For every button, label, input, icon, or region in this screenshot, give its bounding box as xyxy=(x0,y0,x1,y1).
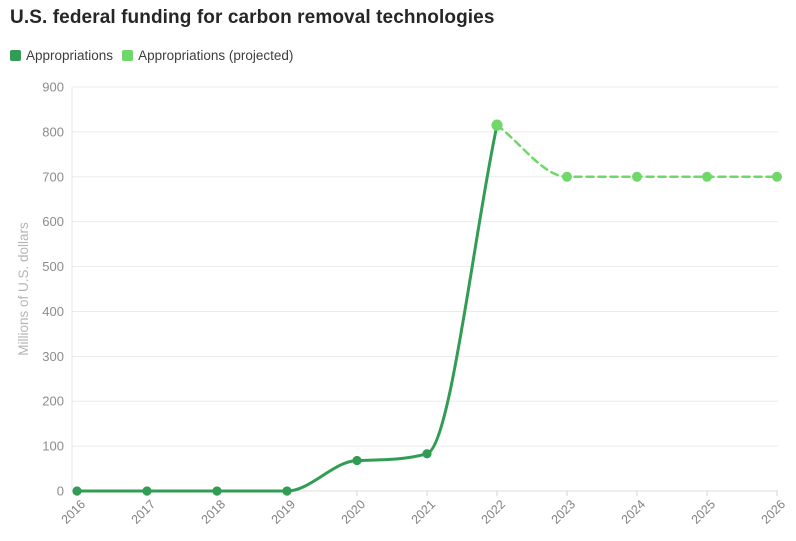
x-tick-label: 2016 xyxy=(59,497,89,527)
legend-color-chip xyxy=(10,50,21,61)
data-point[interactable] xyxy=(422,449,432,459)
chart-title: U.S. federal funding for carbon removal … xyxy=(10,7,495,28)
series-line-appropriations xyxy=(75,123,499,493)
x-tick-label: 2021 xyxy=(409,497,439,527)
x-tick-label: 2019 xyxy=(269,497,299,527)
legend-label: Appropriations xyxy=(26,48,114,63)
y-tick-label: 900 xyxy=(42,80,64,95)
data-point[interactable] xyxy=(702,171,712,182)
x-tick-label: 2023 xyxy=(549,497,579,527)
y-axis-title: Millions of U.S. dollars xyxy=(16,222,31,356)
chart-legend: Appropriations Appropriations (projected) xyxy=(10,48,302,63)
y-tick-label: 700 xyxy=(42,169,64,184)
legend-label: Appropriations (projected) xyxy=(138,48,294,63)
legend-item: Appropriations xyxy=(10,48,113,63)
x-tick-label: 2018 xyxy=(199,497,229,527)
y-tick-label: 300 xyxy=(42,349,64,364)
x-tick-label: 2024 xyxy=(619,497,649,527)
legend-item: Appropriations (projected) xyxy=(122,48,293,63)
legend-color-chip xyxy=(122,50,134,61)
x-tick-label: 2017 xyxy=(129,497,159,527)
data-point[interactable] xyxy=(142,486,152,496)
y-tick-label: 0 xyxy=(57,484,64,499)
data-point[interactable] xyxy=(72,486,82,496)
data-point[interactable] xyxy=(772,171,782,182)
data-point[interactable] xyxy=(282,486,292,496)
y-tick-label: 100 xyxy=(42,439,64,454)
data-point[interactable] xyxy=(352,455,362,466)
series-line-projected xyxy=(495,123,779,179)
y-tick-label: 400 xyxy=(42,304,64,319)
data-point[interactable] xyxy=(212,486,222,496)
data-point[interactable] xyxy=(632,171,642,182)
x-tick-label: 2022 xyxy=(479,497,509,527)
x-tick-label: 2025 xyxy=(689,497,719,527)
x-tick-label: 2026 xyxy=(759,497,789,527)
y-tick-label: 800 xyxy=(42,124,64,139)
y-tick-label: 200 xyxy=(42,394,64,409)
y-tick-label: 500 xyxy=(42,259,64,274)
data-point[interactable] xyxy=(562,171,572,182)
y-tick-label: 600 xyxy=(42,214,64,229)
x-tick-label: 2020 xyxy=(339,497,369,527)
data-point[interactable] xyxy=(491,119,503,131)
